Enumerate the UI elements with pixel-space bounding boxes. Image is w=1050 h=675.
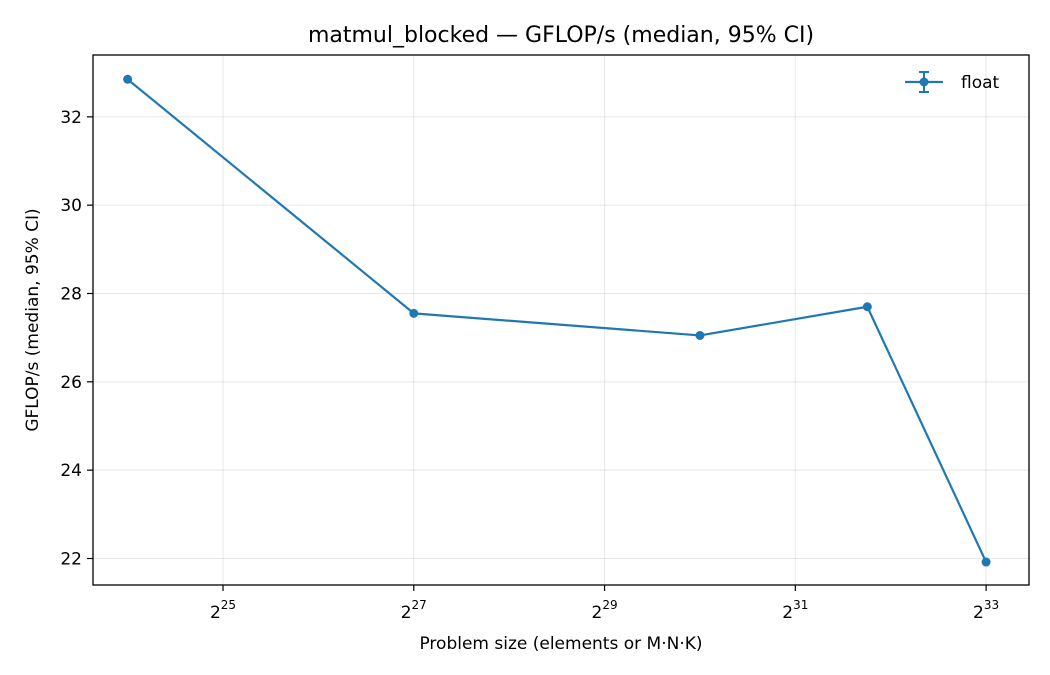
chart-title: matmul_blocked — GFLOP/s (median, 95% CI…	[308, 23, 814, 48]
x-tick-label-base: 2	[782, 603, 793, 623]
x-tick-label-exponent: 29	[602, 598, 617, 612]
y-tick-label: 30	[60, 196, 82, 216]
x-tick-label-base: 2	[401, 603, 412, 623]
y-axis-label: GFLOP/s (median, 95% CI)	[23, 208, 43, 431]
legend-marker-float	[919, 77, 929, 87]
grid	[93, 55, 1029, 585]
x-tick-label: 227	[401, 598, 427, 623]
y-tick-label: 32	[60, 108, 82, 128]
x-tick-label-exponent: 27	[412, 598, 427, 612]
x-tick-label: 229	[591, 598, 617, 623]
x-tick-label-base: 2	[210, 603, 221, 623]
data-point	[409, 308, 419, 318]
x-tick-label: 231	[782, 598, 808, 623]
legend-label-float: float	[961, 73, 1000, 93]
y-tick-label: 26	[60, 373, 82, 393]
x-tick-label-base: 2	[973, 603, 984, 623]
x-tick-label-exponent: 33	[984, 598, 999, 612]
y-tick-label: 28	[60, 285, 82, 305]
data-point	[695, 330, 705, 340]
x-axis-label: Problem size (elements or M·N·K)	[419, 634, 702, 654]
x-tick-label: 225	[210, 598, 236, 623]
legend: float	[905, 71, 1000, 93]
x-tick-label-exponent: 31	[793, 598, 808, 612]
plot-frame	[92, 54, 1030, 586]
plot-area	[123, 74, 991, 567]
data-point	[862, 302, 872, 312]
x-tick-label-exponent: 25	[221, 598, 236, 612]
x-tick-label-base: 2	[591, 603, 602, 623]
data-point	[123, 74, 133, 84]
y-tick-label: 22	[60, 550, 82, 570]
y-tick-label: 24	[60, 461, 82, 481]
data-point	[981, 557, 991, 567]
x-tick-label: 233	[973, 598, 999, 623]
